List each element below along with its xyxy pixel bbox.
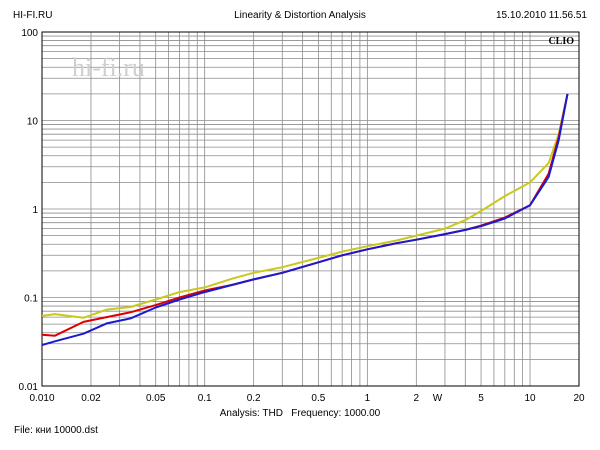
timestamp: 15.10.2010 11.56.51: [495, 10, 587, 21]
x-tick-label: 0.2: [247, 393, 261, 404]
y-tick-labels: 0.01 0.1 1 10 100: [19, 28, 39, 393]
analysis-info: Analysis: THD Frequency: 1000.00: [0, 408, 600, 419]
analysis-label: Analysis: THD: [219, 408, 283, 419]
x-unit-label: W: [433, 393, 443, 404]
series-line-2: [41, 93, 569, 337]
header-left-label: HI-FI.RU: [13, 10, 53, 21]
series-group: [41, 93, 569, 347]
y-tick-label: 1: [32, 205, 38, 216]
y-tick-label: 0.1: [24, 294, 38, 305]
watermark: hi-fi.ru: [72, 53, 145, 82]
y-tick-label: 0.01: [19, 382, 39, 393]
x-tick-label: 0.05: [146, 393, 166, 404]
series-line-3: [41, 93, 569, 347]
x-tick-label: 0.02: [81, 393, 101, 404]
x-tick-labels: 0.010 0.02 0.05 0.1 0.2 0.5 1 2 5 10 20 W: [29, 393, 585, 404]
grid: [42, 32, 579, 386]
y-tick-label: 100: [21, 28, 38, 39]
x-tick-label: 0.5: [311, 393, 325, 404]
file-name: File: кни 10000.dst: [14, 425, 98, 436]
x-tick-label: 20: [573, 393, 585, 404]
x-tick-label: 2: [414, 393, 420, 404]
frequency-label: Frequency: 1000.00: [291, 408, 381, 419]
chart-title: Linearity & Distortion Analysis: [234, 10, 366, 21]
x-tick-label: 10: [524, 393, 536, 404]
x-tick-label: 1: [365, 393, 371, 404]
x-tick-label: 5: [478, 393, 484, 404]
y-tick-label: 10: [27, 117, 39, 128]
plot-frame: [41, 31, 580, 387]
series-line-1: [41, 93, 569, 319]
x-tick-label: 0.1: [198, 393, 212, 404]
clio-brand: CLIO: [548, 36, 574, 47]
x-tick-label: 0.010: [29, 393, 54, 404]
